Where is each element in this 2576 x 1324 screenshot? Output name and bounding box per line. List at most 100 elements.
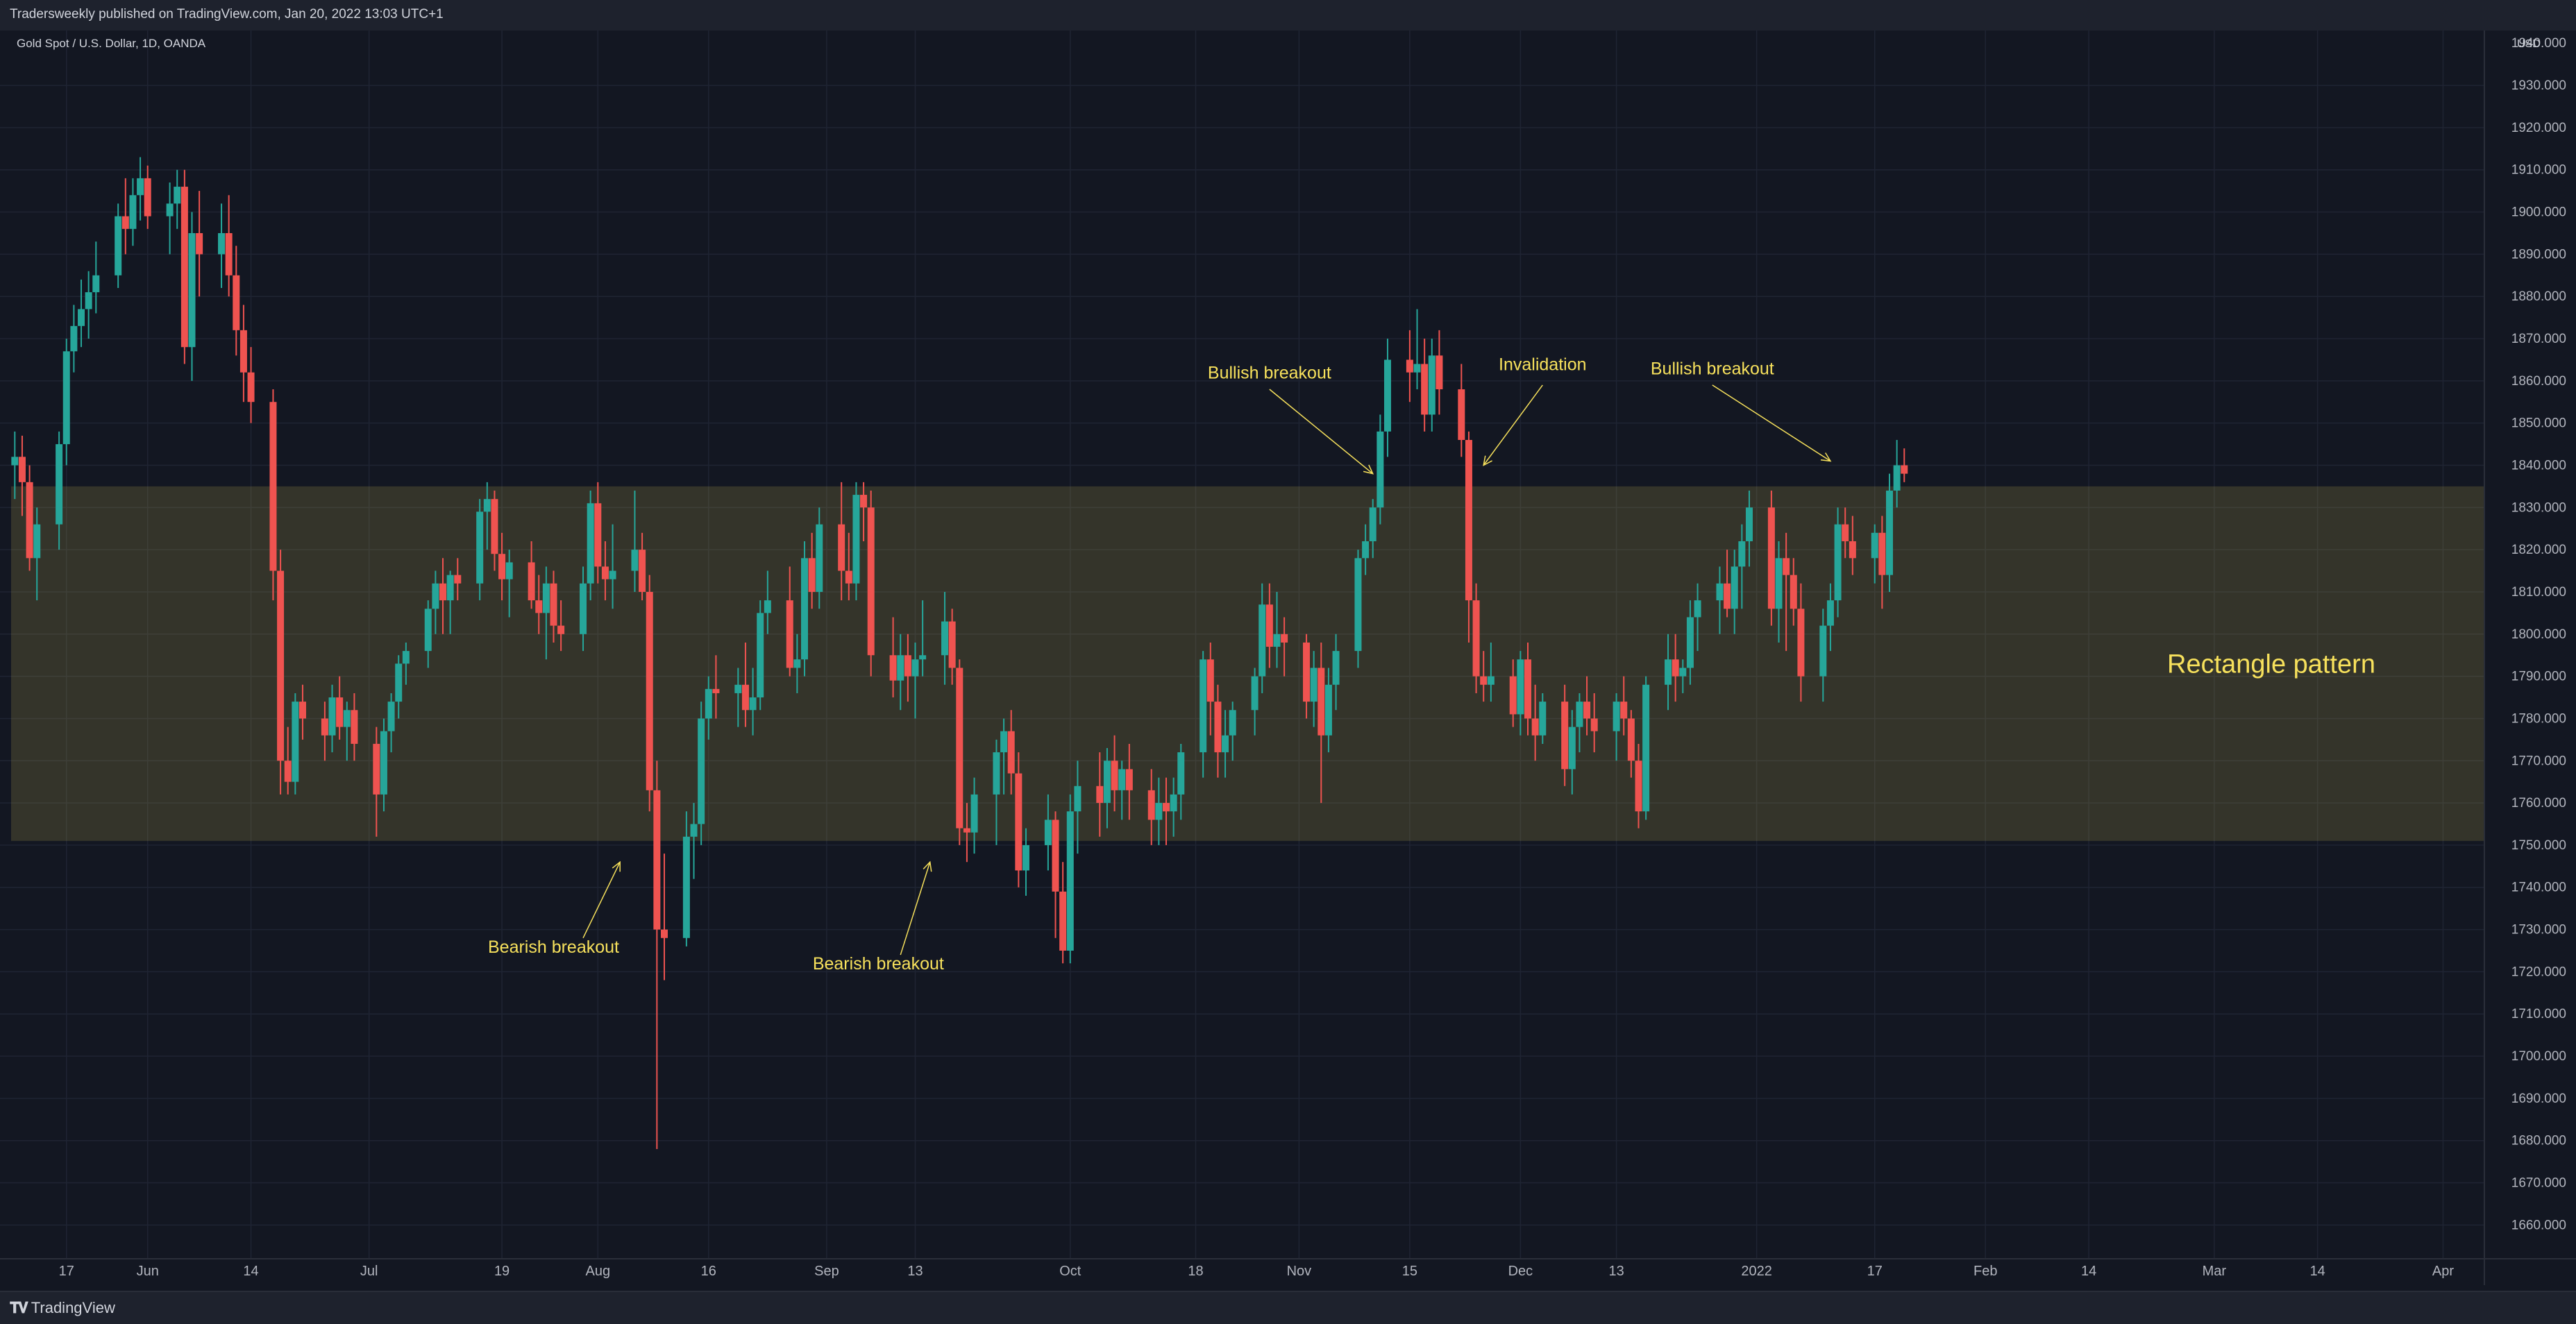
candle-body [26,482,33,559]
candle-body [712,688,720,693]
candle-body [196,232,203,255]
candle-body [321,718,328,736]
bearish-breakout-2-arrow [900,862,931,956]
candle-body [911,659,919,677]
price-tick-label: 1850.000 [2511,416,2566,431]
price-tick-label: 1730.000 [2511,923,2566,937]
candle-body [801,558,809,660]
candle-body [298,702,306,719]
time-tick-label: 14 [2081,1264,2096,1279]
time-tick-label: Mar [2203,1264,2227,1279]
candle-body [1783,558,1790,575]
candle-body [476,511,484,584]
time-tick-label: 2022 [1741,1264,1772,1279]
candle-body [1377,431,1384,508]
price-tick-label: 1890.000 [2511,247,2566,262]
time-tick-label: 13 [907,1264,923,1279]
candle-body [1229,710,1236,736]
price-tick-label: 1840.000 [2511,458,2566,473]
tradingview-brand: TradingView [31,1299,115,1316]
candle-body [1819,625,1827,677]
time-tick-label: 14 [2310,1264,2325,1279]
candle-body [1849,541,1856,559]
candle-body [550,583,557,626]
candle-body [1635,761,1642,812]
candle-body [542,583,550,613]
candle-body [1465,440,1472,601]
time-tick-label: Jul [360,1264,378,1279]
candle-body [889,655,897,681]
candle-body [535,600,543,613]
candle-body [1324,684,1332,736]
candle-body [1458,389,1465,440]
candle-body [188,232,196,348]
currency-label[interactable]: USD [2517,38,2541,50]
time-tick-label: 15 [1402,1264,1417,1279]
time-tick-label: 14 [243,1264,258,1279]
invalidation-arrow [1483,384,1543,466]
rectangle-pattern-zone[interactable] [11,486,2484,841]
price-tick-label: 1830.000 [2511,500,2566,515]
price-axis[interactable]: 1660.000 1670.000 1680.000 1690.000 1700.000… [2511,36,2566,1232]
candle-body [137,178,144,196]
candle-body [439,583,447,601]
price-tick-label: 1690.000 [2511,1092,2566,1106]
candle-body [1826,600,1834,626]
time-tick-label: 17 [59,1264,74,1279]
candle-body [1642,684,1650,812]
candle-body [557,625,565,634]
chart-title: Gold Spot / U.S. Dollar, 1D, OANDA [17,37,206,50]
candle-body [1074,786,1081,812]
candle-body [1627,718,1635,761]
price-chart[interactable]: Bearish breakout Bearish breakout Bullish … [0,31,2576,1291]
candle-body [402,651,410,664]
candle-body [948,621,956,668]
bullish-breakout-2-label: Bullish breakout [1651,359,1774,379]
time-tick-label: Nov [1287,1264,1312,1279]
candle-body [897,655,904,681]
header-bar: Tradersweekly published on TradingView.c… [0,0,2576,32]
candle-body [1015,773,1022,871]
candle-body [1886,490,1894,575]
time-tick-label: Jun [137,1264,159,1279]
candle-body [1568,727,1576,770]
candle-body [1428,355,1436,415]
price-tick-label: 1800.000 [2511,627,2566,642]
time-axis[interactable]: 17 Jun 14 Jul 19 Aug 16 Sep 13 Oct 18 Nov 15 Dec 13 202… [59,1264,2455,1279]
candle-body [1273,634,1281,647]
candle-body [1362,541,1370,559]
candle-body [816,524,823,592]
bearish-breakout-1-arrow [582,861,621,939]
candle-body [1206,659,1214,702]
candle-body [1111,761,1118,790]
candle-body [793,659,801,668]
tradingview-logo[interactable]: 𝐓𝐕 TradingView [10,1299,115,1317]
candle-body [373,743,380,795]
candle-body [343,710,351,727]
price-tick-label: 1680.000 [2511,1134,2566,1148]
candle-body [1170,794,1177,812]
candle-body [424,609,432,652]
candle-body [1694,600,1701,618]
candle-body [380,731,387,795]
candle-body [129,195,137,229]
candle-body [218,232,226,255]
candle-body [115,216,122,275]
candle-body [1103,761,1111,804]
candle-body [860,495,868,508]
candle-body [454,575,462,584]
candle-body [225,232,233,275]
candle-body [1531,718,1539,736]
candle-body [1118,769,1126,790]
price-tick-label: 1670.000 [2511,1176,2566,1191]
candle-body [734,684,742,693]
candle-body [1716,583,1724,601]
candle-body [247,372,255,402]
candle-body [121,216,129,229]
price-tick-label: 1780.000 [2511,711,2566,726]
candle-body [284,761,292,782]
candle-body [277,570,285,761]
candle-body [498,554,506,579]
candle-body [653,790,661,930]
candle-body [970,794,978,833]
